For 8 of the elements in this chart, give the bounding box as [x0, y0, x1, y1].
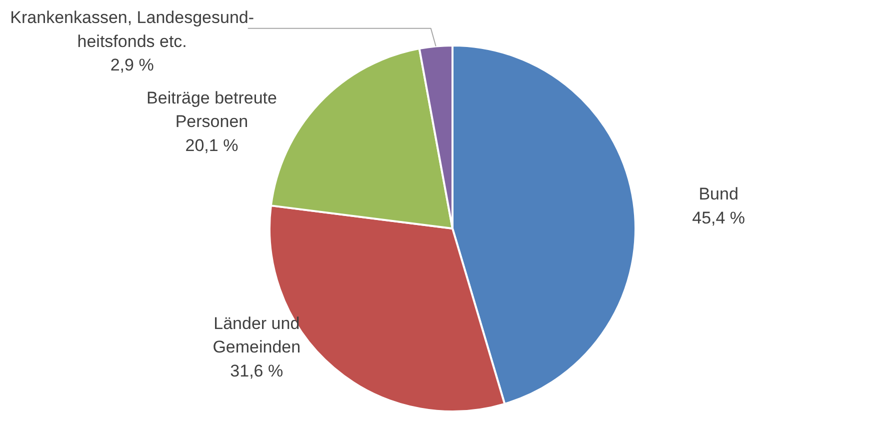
data-label: 2,9 %	[110, 56, 154, 75]
data-label: 20,1 %	[185, 136, 238, 155]
slice-label: Bund	[698, 184, 738, 204]
data-label: 45,4 %	[692, 208, 746, 228]
slice-label: Krankenkassen, Landesgesund- heitsfonds etc.	[10, 8, 254, 51]
slice-label: Länder und Gemeinden	[212, 314, 301, 357]
slice-label: Beiträge betreute Personen	[146, 88, 277, 132]
data-label: 31,6 %	[230, 361, 284, 380]
